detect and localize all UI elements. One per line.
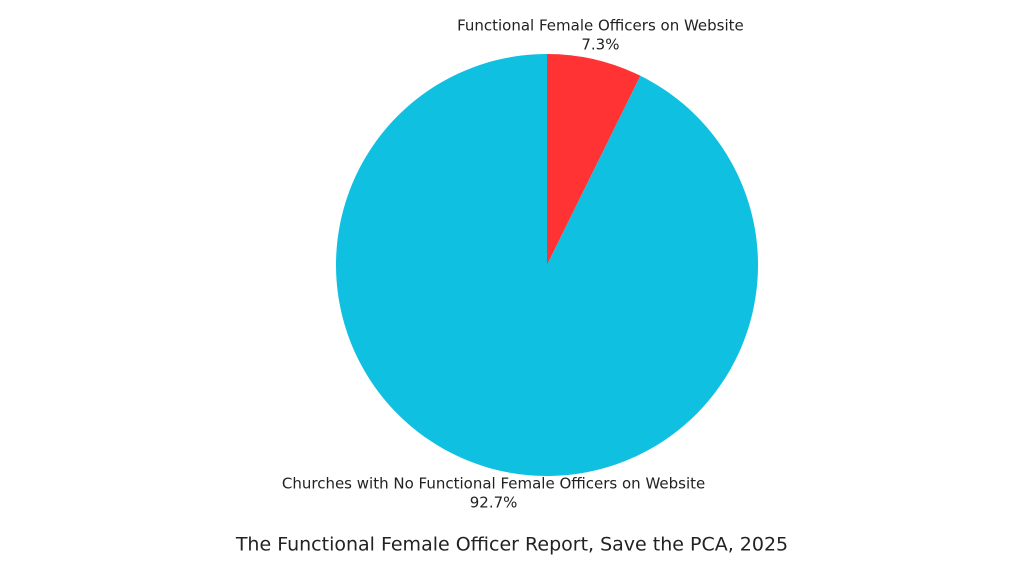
pie-slice: [336, 54, 759, 476]
chart-title: The Functional Female Officer Report, Sa…: [235, 534, 788, 556]
slice-label: Functional Female Officers on Website: [457, 17, 744, 35]
slice-label: Churches with No Functional Female Offic…: [282, 474, 705, 492]
slice-value-label: 92.7%: [470, 493, 518, 511]
slice-value-label: 7.3%: [581, 36, 619, 54]
pie-slice: [547, 54, 641, 265]
